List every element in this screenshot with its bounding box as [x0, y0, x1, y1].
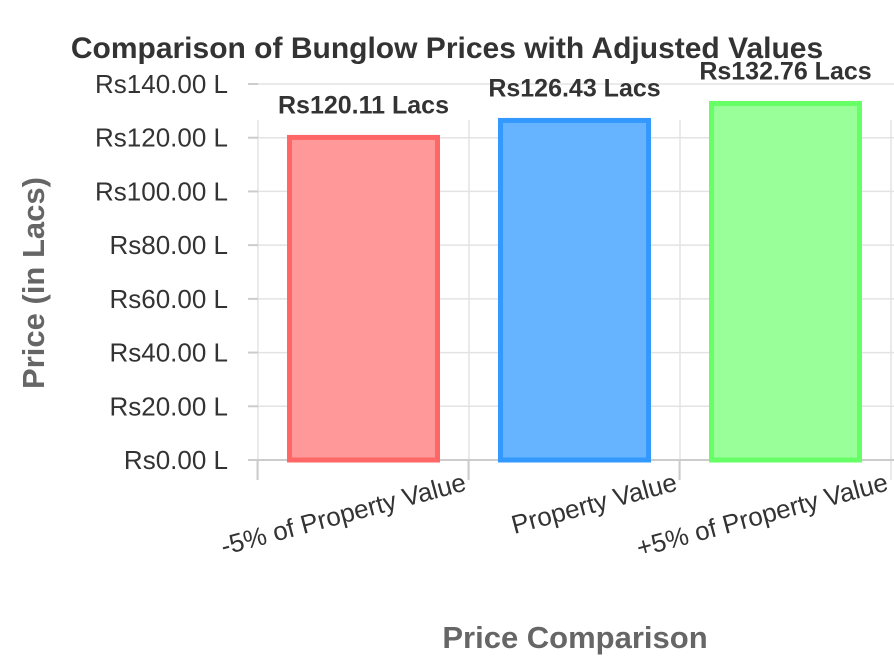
bar	[709, 100, 862, 463]
y-tick-label: Rs40.00 L	[109, 338, 228, 368]
y-axis-title: Price (in Lacs)	[16, 177, 51, 389]
y-tick-label: Rs140.00 L	[95, 69, 228, 99]
y-tick-label: Rs0.00 L	[124, 445, 228, 475]
x-tick-label: -5% of Property Value	[217, 467, 469, 561]
y-tick-label: Rs20.00 L	[109, 391, 228, 421]
y-tick-label: Rs60.00 L	[109, 284, 228, 314]
y-tick-label: Rs80.00 L	[109, 230, 228, 260]
x-axis-title: Price Comparison	[442, 620, 707, 655]
bars	[287, 100, 862, 463]
x-axis-ticks: -5% of Property Value Property Value+5% o…	[217, 460, 891, 563]
bar	[498, 117, 651, 463]
y-tick-label: Rs100.00 L	[95, 176, 228, 206]
bar	[287, 134, 440, 463]
bar-value-label: Rs126.43 Lacs	[488, 74, 660, 102]
data-labels: Rs120.11 Lacs Rs126.43 Lacs Rs132.76 Lacs	[278, 57, 872, 119]
chart-title: Comparison of Bunglow Prices with Adjust…	[71, 32, 823, 65]
bar-value-label: Rs120.11 Lacs	[278, 91, 449, 119]
y-axis-ticks: Rs0.00 L Rs20.00 L Rs40.00 L Rs60.00 L Rs80.…	[95, 69, 258, 475]
bar-value-label: Rs132.76 Lacs	[699, 57, 871, 85]
y-tick-label: Rs120.00 L	[95, 123, 228, 153]
